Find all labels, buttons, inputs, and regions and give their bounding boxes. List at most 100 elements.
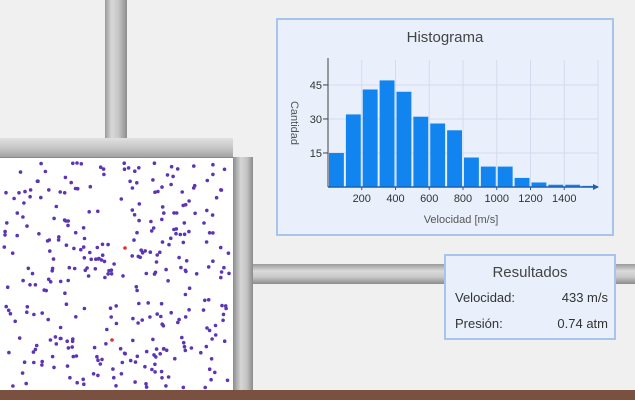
gas-particle xyxy=(82,236,87,241)
histogram-bar xyxy=(379,80,395,187)
gas-particle xyxy=(75,380,79,385)
gas-particle xyxy=(133,169,137,173)
gas-particle xyxy=(118,346,123,351)
gas-particle xyxy=(100,253,105,257)
gas-particle xyxy=(136,321,140,325)
gas-particle xyxy=(96,358,100,362)
gas-particle xyxy=(102,259,107,264)
gas-particle xyxy=(169,236,173,241)
y-tick-label: 30 xyxy=(310,114,322,126)
x-tick-label: 800 xyxy=(454,193,472,205)
gas-particle xyxy=(10,251,15,255)
gas-particle xyxy=(121,274,125,278)
gas-particle xyxy=(40,363,44,367)
gas-particle xyxy=(92,345,97,350)
gas-particle xyxy=(211,259,215,263)
gas-particle xyxy=(17,191,21,195)
gas-particle xyxy=(21,215,25,219)
histogram-bar xyxy=(497,166,513,187)
gas-particle xyxy=(151,226,156,230)
gas-particle xyxy=(81,245,86,249)
gas-particle xyxy=(131,338,135,343)
gas-particle xyxy=(144,271,149,276)
x-axis-label: Velocidad [m/s] xyxy=(424,214,499,226)
gas-particle xyxy=(184,269,188,274)
gas-particle xyxy=(32,360,36,365)
gas-particle xyxy=(103,275,107,280)
gas-particle xyxy=(213,333,218,337)
gas-particle xyxy=(48,280,53,284)
histogram-panel: Histograma 15 30 45 200 400 600 800 1000 1200 140… xyxy=(276,18,614,236)
gas-particle xyxy=(70,339,75,344)
gas-particle xyxy=(159,314,163,319)
gas-particle xyxy=(194,272,199,276)
gas-particle xyxy=(207,328,212,333)
gas-particle xyxy=(3,229,7,234)
gas-particle xyxy=(204,344,209,349)
gas-particle xyxy=(154,260,159,264)
gas-particle xyxy=(187,286,192,290)
gas-particle xyxy=(132,213,137,217)
gas-particle xyxy=(15,233,19,238)
gas-particle xyxy=(75,186,80,191)
gas-particle xyxy=(50,354,55,359)
gas-particle xyxy=(66,278,70,283)
gas-particle xyxy=(63,291,67,295)
gas-particle xyxy=(74,315,78,319)
gas-particle xyxy=(5,221,9,225)
histogram-bar xyxy=(480,166,496,187)
gas-particle xyxy=(82,256,87,260)
gas-particle xyxy=(81,377,85,382)
gas-particle xyxy=(59,336,63,341)
gas-particle xyxy=(162,211,166,215)
gas-particle xyxy=(72,246,76,251)
gas-particle xyxy=(126,166,131,170)
gas-particle xyxy=(135,288,139,293)
gas-particle xyxy=(206,298,211,302)
gas-particle xyxy=(67,265,72,270)
gas-particle xyxy=(32,312,36,317)
gas-inlet-pipe xyxy=(105,0,127,140)
gas-particle xyxy=(143,249,147,253)
gas-particle xyxy=(169,310,173,315)
ground xyxy=(0,390,635,400)
gas-particle xyxy=(137,202,142,206)
gas-particle xyxy=(46,277,51,282)
gas-particle xyxy=(122,161,126,165)
gas-particle xyxy=(213,323,218,328)
gas-particle xyxy=(220,303,224,308)
gas-particle xyxy=(219,270,224,274)
highlighted-particle xyxy=(123,246,127,250)
histogram-chart: 15 30 45 200 400 600 800 1000 1200 1400 Velocidad … xyxy=(288,58,599,226)
gas-particle xyxy=(63,175,68,180)
gas-particle xyxy=(153,190,157,194)
gas-particle xyxy=(155,253,159,257)
gas-particle xyxy=(128,179,132,184)
gas-particle xyxy=(87,210,91,214)
gas-particle xyxy=(151,178,155,182)
gas-particle xyxy=(72,266,77,271)
x-tick-label: 200 xyxy=(353,193,371,205)
gas-particle xyxy=(30,271,35,276)
pressure-value: 0.74 atm xyxy=(557,316,608,331)
gas-particle xyxy=(150,367,154,372)
gas-particle xyxy=(57,235,61,239)
gas-particle xyxy=(62,191,67,195)
gas-particle xyxy=(48,249,52,253)
gas-particle xyxy=(143,364,147,369)
gas-particle xyxy=(58,325,63,330)
gas-particle xyxy=(25,310,29,314)
gas-particle xyxy=(54,204,59,209)
histogram-bar xyxy=(345,114,361,187)
gas-particle xyxy=(47,238,52,242)
x-tick-label: 1000 xyxy=(485,193,509,205)
gas-particle xyxy=(4,190,8,195)
gas-particle xyxy=(160,205,165,209)
gas-particle xyxy=(179,265,183,270)
results-title: Resultados xyxy=(492,264,568,281)
gas-particle xyxy=(33,283,38,287)
gas-particle xyxy=(135,354,140,359)
gas-particle xyxy=(34,343,39,348)
gas-particle xyxy=(50,269,54,273)
gas-particle xyxy=(165,173,170,177)
